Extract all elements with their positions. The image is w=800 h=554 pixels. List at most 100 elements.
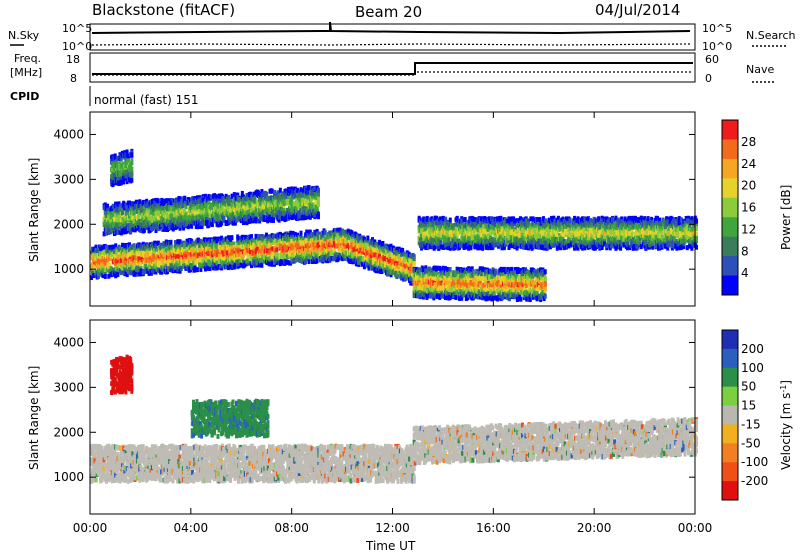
echo-cell (183, 246, 187, 252)
echo-cell (291, 253, 295, 259)
echo-cell (174, 268, 178, 274)
echo-cell (255, 260, 259, 266)
echo-cell (290, 246, 294, 252)
echo-cell (119, 258, 123, 264)
echo-cell (218, 239, 222, 245)
echo-cell (246, 260, 250, 266)
echo-cell (278, 231, 282, 237)
echo-cell (299, 236, 303, 242)
echo-cell (95, 263, 99, 269)
echo-cell (203, 244, 207, 250)
echo-cell (311, 258, 315, 264)
echo-cell (226, 257, 230, 263)
echo-cell (131, 264, 135, 270)
echo-cell (338, 235, 342, 241)
echo-cell (102, 253, 106, 259)
echo-cell (366, 235, 370, 241)
echo-cell (373, 248, 377, 254)
echo-cell (99, 246, 103, 252)
echo-cell (208, 260, 212, 266)
echo-cell (297, 243, 301, 249)
echo-cell (213, 236, 217, 242)
echo-cell (294, 257, 298, 263)
echo-cell (262, 258, 266, 264)
echo-cell (360, 261, 364, 267)
freq-left-tick-bottom: 8 (70, 72, 77, 85)
echo-cell (90, 275, 93, 281)
echo-cell (195, 267, 199, 273)
echo-cell (365, 259, 369, 265)
echo-cell (117, 251, 121, 257)
station-title: Blackstone (fitACF) (92, 1, 235, 19)
echo-cell (198, 247, 202, 253)
echo-cell (110, 247, 114, 253)
echo-cell (380, 268, 384, 274)
echo-cell (314, 251, 318, 257)
noise-left-tick-top: 10^5 (62, 22, 92, 35)
echo-cell (178, 240, 182, 246)
echo-cell (306, 233, 310, 239)
echo-cell (169, 240, 173, 246)
echo-cell (210, 252, 214, 258)
echo-cell (132, 244, 136, 250)
echo-cell (260, 262, 264, 268)
echo-cell (543, 275, 547, 281)
echo-cell (233, 256, 237, 262)
echo-cell (160, 269, 164, 275)
echo-cell (215, 243, 219, 249)
echo-cell (299, 248, 303, 254)
echo-cell (197, 252, 201, 258)
echo-cell (170, 244, 174, 250)
echo-cell (317, 231, 321, 237)
echo-cell (374, 257, 378, 263)
echo-cell (154, 246, 158, 252)
echo-cell (174, 264, 178, 270)
echo-cell (163, 260, 167, 266)
echo-cell (130, 258, 134, 264)
noise-panel-frame (89, 23, 696, 51)
echo-cell (103, 273, 107, 279)
echo-cell (263, 245, 267, 251)
frequency-panel-frame (89, 52, 696, 83)
echo-cell (246, 257, 250, 263)
echo-cell (376, 250, 380, 256)
echo-cell (350, 231, 354, 237)
echo-cell (169, 251, 173, 257)
echo-cell (187, 260, 191, 266)
echo-cell (281, 233, 285, 239)
echo-cell (163, 254, 167, 260)
noise-panel: N.Sky 10^5 10^0 10^5 10^0 N.Search (8, 21, 796, 53)
echo-cell (192, 241, 196, 247)
echo-cell (139, 260, 143, 266)
echo-cell (285, 241, 289, 247)
echo-cell (351, 233, 355, 239)
echo-cell (185, 259, 189, 265)
echo-cell (323, 236, 327, 242)
echo-cell (129, 245, 133, 251)
frequency-trace (92, 62, 693, 75)
echo-cell (93, 264, 97, 270)
echo-cell (246, 239, 250, 245)
echo-cell (232, 241, 236, 247)
echo-cell (275, 247, 279, 253)
echo-cell (191, 256, 195, 262)
echo-cell (354, 258, 358, 264)
echo-cell (241, 253, 245, 259)
echo-cell (98, 263, 102, 269)
echo-cell (381, 243, 385, 249)
noise-search-label: N.Search (746, 29, 796, 42)
echo-cell (177, 253, 181, 259)
echo-cell (96, 259, 100, 265)
echo-cell (203, 266, 207, 272)
echo-cell (360, 239, 364, 245)
echo-cell (278, 234, 282, 240)
echo-cell (106, 267, 110, 273)
echo-cell (304, 259, 308, 265)
echo-cell (247, 245, 251, 251)
cpid-mode: normal (fast) 151 (94, 93, 198, 107)
echo-cell (359, 235, 363, 241)
echo-cell (118, 246, 122, 252)
noise-left-tick-bottom: 10^0 (62, 40, 92, 53)
echo-cell (139, 265, 143, 271)
